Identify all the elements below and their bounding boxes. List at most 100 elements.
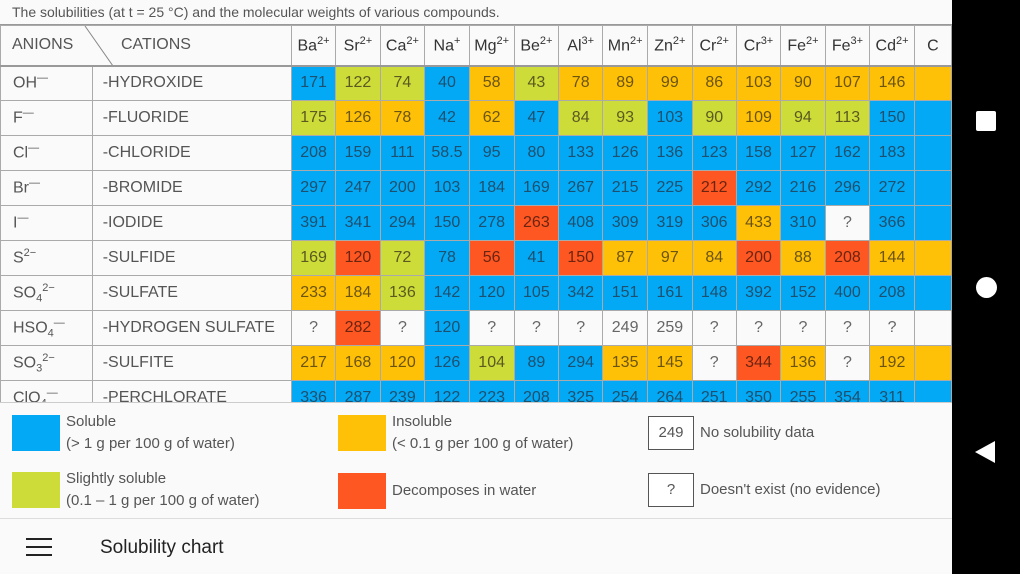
cation-header[interactable]: Mg2+ — [468, 25, 515, 67]
solubility-cell[interactable]: ? — [735, 310, 782, 346]
solubility-cell[interactable]: ? — [468, 310, 515, 346]
solubility-cell[interactable] — [913, 275, 952, 311]
solubility-cell[interactable]: 159 — [335, 135, 381, 171]
solubility-cell[interactable]: 325 — [558, 380, 604, 402]
cation-header[interactable]: Na+ — [424, 25, 470, 67]
solubility-cell[interactable]: 433 — [735, 205, 782, 241]
solubility-cell[interactable]: 148 — [691, 275, 737, 311]
solubility-cell[interactable]: 309 — [602, 205, 649, 241]
solubility-cell[interactable]: 251 — [691, 380, 737, 402]
solubility-cell[interactable]: 200 — [735, 240, 782, 276]
solubility-cell[interactable]: 225 — [647, 170, 693, 206]
solubility-cell[interactable]: 104 — [468, 345, 515, 381]
solubility-cell[interactable] — [913, 345, 952, 381]
solubility-cell[interactable]: 40 — [424, 65, 470, 101]
solubility-cell[interactable]: 212 — [691, 170, 737, 206]
hamburger-icon[interactable] — [26, 538, 52, 556]
cation-header[interactable]: Sr2+ — [335, 25, 381, 67]
solubility-cell[interactable]: ? — [824, 345, 871, 381]
solubility-cell[interactable]: 93 — [602, 100, 649, 136]
solubility-cell[interactable]: 296 — [824, 170, 871, 206]
solubility-cell[interactable]: 152 — [780, 275, 826, 311]
solubility-cell[interactable]: 97 — [647, 240, 693, 276]
solubility-cell[interactable]: 120 — [379, 345, 426, 381]
solubility-cell[interactable]: 47 — [513, 100, 560, 136]
solubility-cell[interactable]: 43 — [513, 65, 560, 101]
solubility-cell[interactable]: ? — [290, 310, 337, 346]
cation-header[interactable]: Mn2+ — [602, 25, 649, 67]
solubility-cell[interactable]: 169 — [290, 240, 337, 276]
cation-header[interactable]: Cd2+ — [869, 25, 915, 67]
solubility-cell[interactable]: 41 — [513, 240, 560, 276]
solubility-cell[interactable]: 208 — [290, 135, 337, 171]
solubility-cell[interactable]: 342 — [558, 275, 604, 311]
solubility-cell[interactable]: 103 — [735, 65, 782, 101]
solubility-cell[interactable]: ? — [558, 310, 604, 346]
solubility-cell[interactable]: 126 — [602, 135, 649, 171]
solubility-cell[interactable]: 158 — [735, 135, 782, 171]
solubility-cell[interactable]: 294 — [379, 205, 426, 241]
solubility-cell[interactable]: 278 — [468, 205, 515, 241]
solubility-cell[interactable]: 135 — [602, 345, 649, 381]
solubility-cell[interactable]: 103 — [647, 100, 693, 136]
solubility-cell[interactable]: 126 — [335, 100, 381, 136]
solubility-cell[interactable] — [913, 310, 952, 346]
solubility-cell[interactable]: 127 — [780, 135, 826, 171]
solubility-cell[interactable]: 297 — [290, 170, 337, 206]
solubility-cell[interactable]: 249 — [602, 310, 649, 346]
solubility-cell[interactable]: 87 — [602, 240, 649, 276]
solubility-cell[interactable]: 267 — [558, 170, 604, 206]
solubility-cell[interactable]: 126 — [424, 345, 470, 381]
solubility-cell[interactable]: 162 — [824, 135, 871, 171]
solubility-cell[interactable]: 150 — [869, 100, 915, 136]
solubility-cell[interactable]: 136 — [379, 275, 426, 311]
solubility-cell[interactable]: 287 — [335, 380, 381, 402]
solubility-cell[interactable]: 78 — [424, 240, 470, 276]
cation-header[interactable]: Ba2+ — [290, 25, 337, 67]
solubility-cell[interactable]: 184 — [335, 275, 381, 311]
solubility-cell[interactable]: ? — [824, 310, 871, 346]
solubility-cell[interactable]: 84 — [691, 240, 737, 276]
cation-header[interactable]: C — [913, 25, 952, 67]
solubility-cell[interactable]: 146 — [869, 65, 915, 101]
solubility-cell[interactable]: 175 — [290, 100, 337, 136]
solubility-cell[interactable]: 86 — [691, 65, 737, 101]
solubility-cell[interactable]: 84 — [558, 100, 604, 136]
solubility-cell[interactable]: 255 — [780, 380, 826, 402]
solubility-cell[interactable]: 56 — [468, 240, 515, 276]
solubility-cell[interactable]: 310 — [780, 205, 826, 241]
solubility-cell[interactable]: 354 — [824, 380, 871, 402]
solubility-cell[interactable]: 90 — [780, 65, 826, 101]
solubility-cell[interactable]: 89 — [513, 345, 560, 381]
solubility-cell[interactable]: 88 — [780, 240, 826, 276]
solubility-cell[interactable]: 294 — [558, 345, 604, 381]
solubility-cell[interactable]: 239 — [379, 380, 426, 402]
solubility-cell[interactable] — [913, 135, 952, 171]
solubility-cell[interactable] — [913, 205, 952, 241]
solubility-cell[interactable]: 391 — [290, 205, 337, 241]
solubility-cell[interactable]: 344 — [735, 345, 782, 381]
solubility-cell[interactable]: 254 — [602, 380, 649, 402]
solubility-cell[interactable]: 74 — [379, 65, 426, 101]
solubility-cell[interactable]: ? — [691, 310, 737, 346]
solubility-cell[interactable]: 62 — [468, 100, 515, 136]
solubility-cell[interactable]: 120 — [468, 275, 515, 311]
solubility-cell[interactable]: 169 — [513, 170, 560, 206]
back-triangle-icon[interactable] — [975, 440, 997, 464]
solubility-cell[interactable]: 366 — [869, 205, 915, 241]
solubility-cell[interactable]: ? — [869, 310, 915, 346]
solubility-cell[interactable]: 223 — [468, 380, 515, 402]
solubility-cell[interactable]: 215 — [602, 170, 649, 206]
solubility-cell[interactable]: 392 — [735, 275, 782, 311]
solubility-cell[interactable]: 120 — [424, 310, 470, 346]
solubility-cell[interactable]: 216 — [780, 170, 826, 206]
solubility-cell[interactable]: 120 — [335, 240, 381, 276]
solubility-cell[interactable]: 171 — [290, 65, 337, 101]
solubility-cell[interactable] — [913, 170, 952, 206]
solubility-cell[interactable]: 122 — [335, 65, 381, 101]
solubility-cell[interactable]: 183 — [869, 135, 915, 171]
solubility-cell[interactable]: 408 — [558, 205, 604, 241]
solubility-cell[interactable] — [913, 65, 952, 101]
solubility-cell[interactable]: 123 — [691, 135, 737, 171]
solubility-cell[interactable]: 311 — [869, 380, 915, 402]
